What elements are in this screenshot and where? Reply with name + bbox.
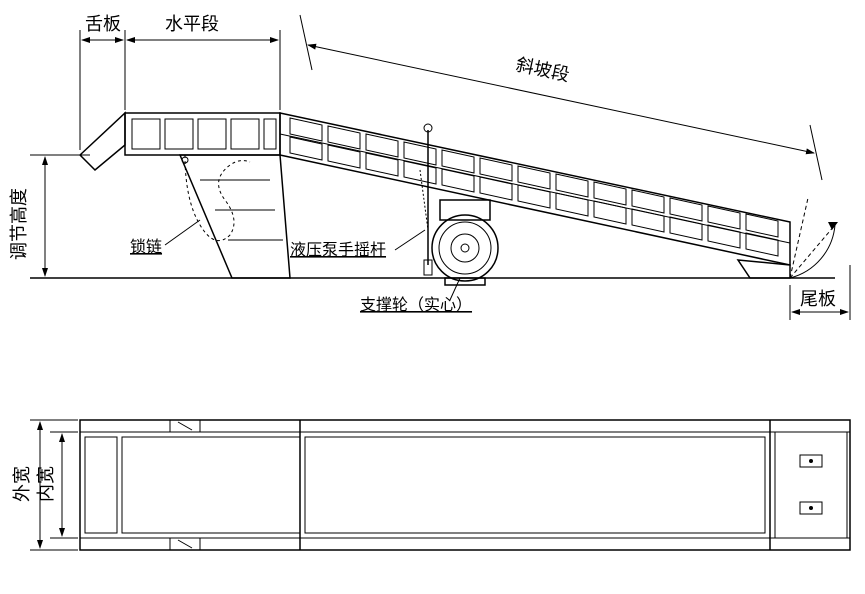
callout-hydraulic: 液压泵手摇杆 <box>290 230 425 259</box>
slope-slots-top <box>290 118 778 237</box>
chain <box>182 155 250 241</box>
dim-horizontal: 水平段 <box>127 14 280 110</box>
dim-tail: 尾板 <box>790 265 850 320</box>
label-tongue: 舌板 <box>85 14 121 34</box>
label-chain: 锁链 <box>130 238 162 256</box>
dim-tongue: 舌板 <box>80 14 125 150</box>
label-inner-width: 内宽 <box>36 466 56 502</box>
label-height: 调节高度 <box>9 188 29 260</box>
label-horizontal: 水平段 <box>165 14 219 34</box>
callout-wheel: 支撑轮（实心） <box>360 278 472 314</box>
label-slope: 斜坡段 <box>514 54 571 85</box>
slope-slots-bottom <box>290 137 778 256</box>
technical-diagram: 舌板 水平段 斜坡段 调节高度 尾板 <box>0 0 865 594</box>
top-view: 外宽 内宽 <box>12 420 850 550</box>
label-tail: 尾板 <box>800 289 836 309</box>
callout-chain: 锁链 <box>130 220 200 256</box>
tail-arc <box>790 198 838 278</box>
slope-truss <box>180 113 790 278</box>
label-wheel: 支撑轮（实心） <box>360 296 472 314</box>
side-view: 舌板 水平段 斜坡段 调节高度 尾板 <box>9 14 850 320</box>
horizontal-truss <box>125 113 280 155</box>
dim-height: 调节高度 <box>9 155 90 276</box>
label-outer-width: 外宽 <box>12 466 32 502</box>
label-hydraulic: 液压泵手摇杆 <box>290 241 386 259</box>
dim-inner-width: 内宽 <box>36 432 78 538</box>
support-wheel <box>432 200 498 285</box>
